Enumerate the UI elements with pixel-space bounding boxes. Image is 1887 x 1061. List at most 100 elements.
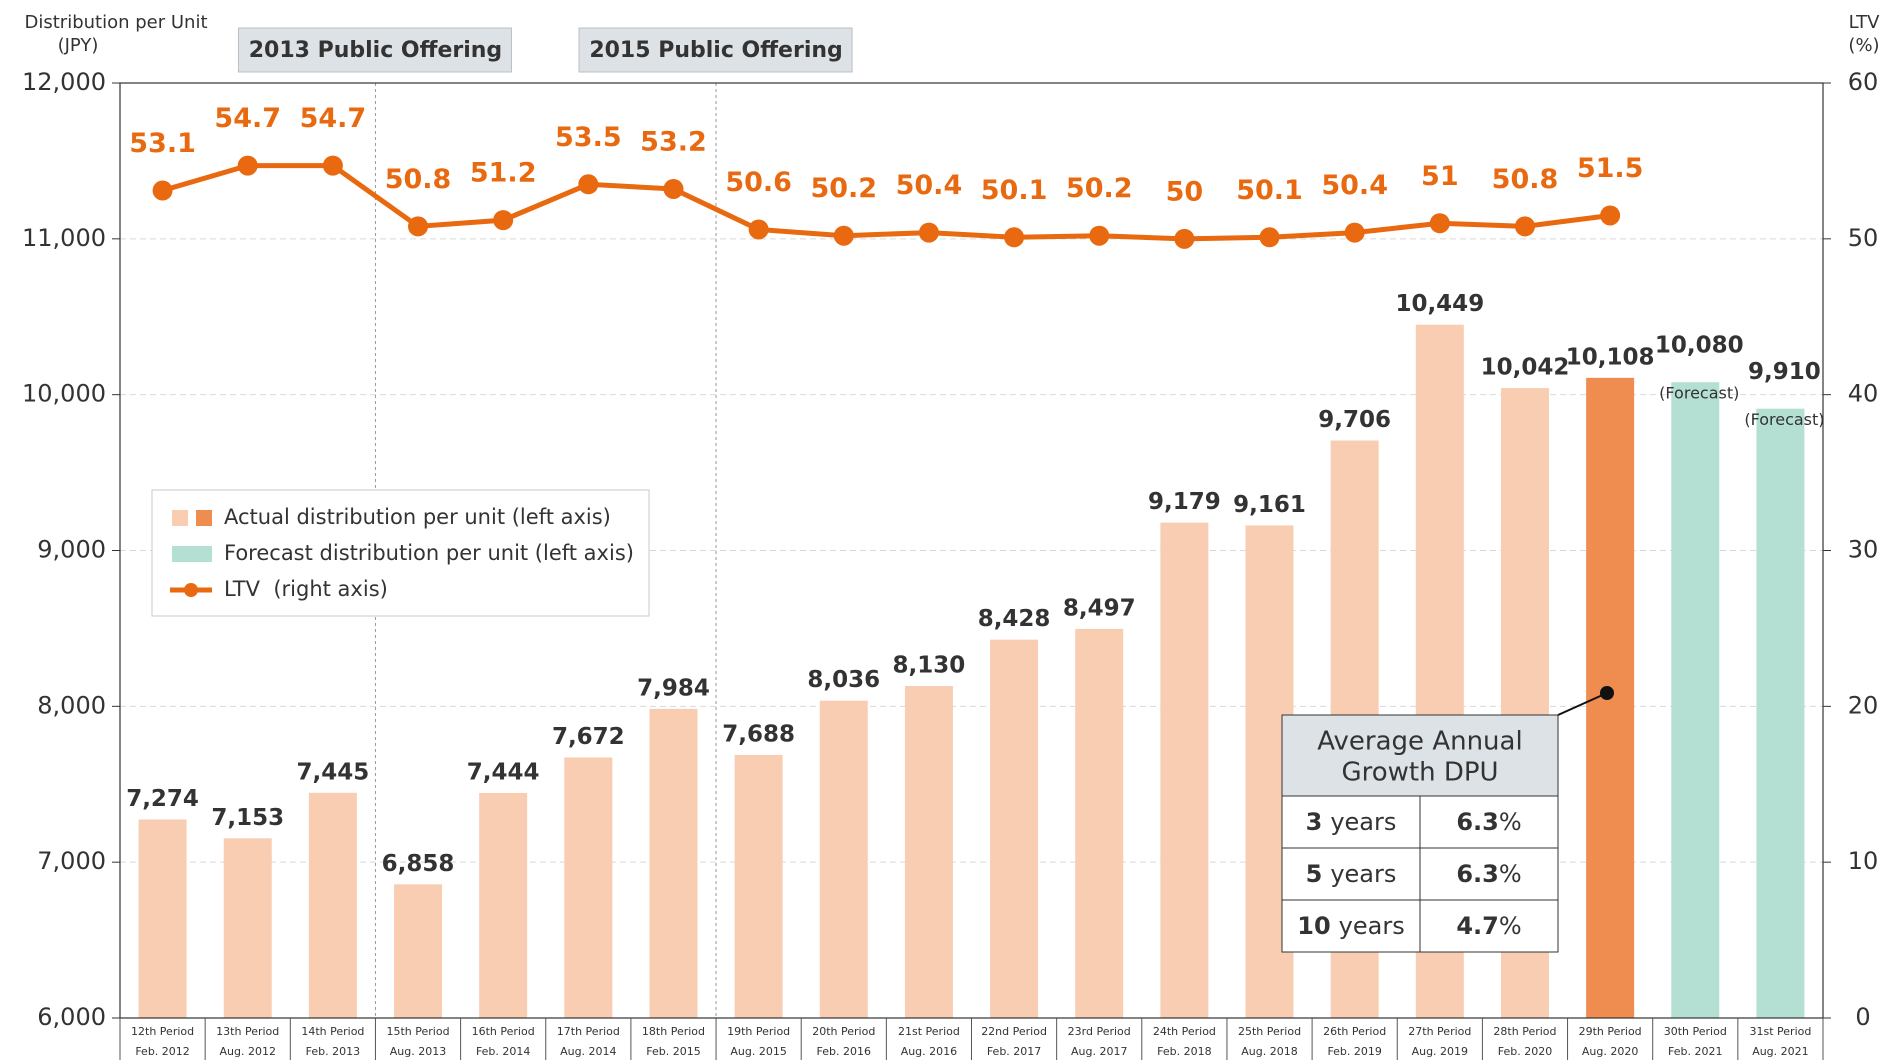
ltv-marker (1089, 225, 1110, 246)
x-tick-label: 20th Period (812, 1025, 875, 1038)
ltv-value-label: 50.4 (896, 170, 963, 201)
table-rate: 4.7% (1456, 912, 1521, 940)
bar-value-label: 7,984 (637, 675, 710, 701)
ltv-marker (1174, 228, 1195, 249)
bar (564, 757, 613, 1018)
ltv-marker (833, 225, 854, 246)
ltv-value-label: 51 (1421, 161, 1459, 192)
event-label: 2015 Public Offering (589, 38, 842, 63)
table-years: 10 years (1297, 912, 1404, 940)
x-tick-label: 16th Period (472, 1025, 535, 1038)
bar-value-label: 7,688 (722, 721, 795, 747)
bar-value-label: 8,428 (978, 606, 1051, 632)
ltv-line (161, 163, 1611, 242)
x-tick-label: 26th Period (1323, 1025, 1386, 1038)
bar-value-label: 7,274 (126, 786, 199, 812)
ltv-marker (1600, 205, 1621, 226)
ltv-value-label: 53.5 (555, 122, 622, 153)
rate-number: 4.7 (1456, 912, 1499, 940)
ltv-value-label: 53.2 (640, 126, 707, 157)
bar-value-label: 8,036 (807, 667, 880, 693)
x-tick-label: 15th Period (386, 1025, 449, 1038)
years-number: 5 (1306, 860, 1323, 888)
x-tick-label: Feb. 2015 (646, 1045, 700, 1058)
x-tick-label: Feb. 2012 (135, 1045, 189, 1058)
bar-value-label: 10,108 (1566, 344, 1655, 370)
y-axis-title: (JPY) (58, 35, 99, 56)
table-rate: 6.3% (1456, 808, 1521, 836)
bar (1160, 522, 1209, 1018)
y2-axis-title: LTV (1849, 12, 1881, 33)
ltv-marker (1259, 227, 1280, 248)
x-tick-label: 28th Period (1493, 1025, 1556, 1038)
ltv-value-label: 50.1 (1236, 175, 1303, 206)
x-tick-label: 21st Period (898, 1025, 960, 1038)
y-tick-label: 7,000 (37, 847, 106, 875)
bar (1671, 382, 1720, 1018)
x-tick-label: Aug. 2017 (1071, 1045, 1127, 1058)
legend-label: Actual distribution per unit (left axis) (224, 505, 611, 529)
x-tick-label: Feb. 2021 (1668, 1045, 1722, 1058)
y2-tick-label: 50 (1848, 224, 1879, 252)
x-tick-label: Aug. 2013 (390, 1045, 446, 1058)
x-tick-label: 29th Period (1579, 1025, 1642, 1038)
x-tick-label: 18th Period (642, 1025, 705, 1038)
x-tick-label: Feb. 2019 (1327, 1045, 1381, 1058)
ltv-marker (152, 180, 173, 201)
y-tick-label: 6,000 (37, 1003, 106, 1031)
bar (1075, 628, 1124, 1018)
ltv-marker (663, 178, 684, 199)
event-box (237, 27, 512, 73)
ltv-value-label: 50 (1166, 176, 1204, 207)
x-tick-label: 13th Period (216, 1025, 279, 1038)
bar-value-label: 7,444 (467, 759, 540, 785)
bar-value-label: 7,445 (296, 759, 369, 785)
ltv-value-label: 50.2 (1066, 173, 1133, 204)
y-axis-title: Distribution per Unit (25, 12, 208, 33)
bar (990, 639, 1039, 1018)
rate-number: 6.3 (1456, 860, 1499, 888)
x-tick-label: 30th Period (1664, 1025, 1727, 1038)
ltv-value-label: 50.8 (385, 164, 452, 195)
ltv-marker (1004, 227, 1025, 248)
ltv-value-label: 50.6 (725, 167, 792, 198)
forecast-note: (Forecast) (1744, 410, 1824, 429)
x-tick-label: Aug. 2012 (219, 1045, 275, 1058)
ltv-marker (1429, 213, 1450, 234)
bar (479, 792, 528, 1018)
ltv-marker (408, 216, 429, 237)
bar-value-label: 10,080 (1655, 333, 1744, 359)
ltv-value-label: 50.1 (981, 175, 1048, 206)
ltv-value-label: 51.5 (1577, 153, 1644, 184)
x-tick-label: Feb. 2017 (987, 1045, 1041, 1058)
bar-value-label: 9,910 (1748, 359, 1821, 385)
x-tick-label: 19th Period (727, 1025, 790, 1038)
bar (138, 819, 187, 1018)
ltv-marker (578, 174, 599, 195)
rate-number: 6.3 (1456, 808, 1499, 836)
ltv-value-label: 54.7 (300, 103, 367, 134)
ltv-value-label: 50.8 (1492, 164, 1559, 195)
table-title: Average Annual (1317, 727, 1522, 757)
ltv-marker (493, 210, 514, 231)
ltv-marker (322, 155, 343, 176)
x-tick-label: 27th Period (1408, 1025, 1471, 1038)
bar-value-label: 9,161 (1233, 492, 1306, 518)
x-tick-label: Feb. 2016 (817, 1045, 871, 1058)
forecast-note: (Forecast) (1659, 384, 1739, 403)
ltv-value-label: 50.2 (810, 173, 877, 204)
event-box (578, 27, 853, 73)
x-tick-label: Aug. 2016 (901, 1045, 957, 1058)
x-tick-label: Aug. 2020 (1582, 1045, 1638, 1058)
ltv-marker (1344, 222, 1365, 243)
ltv-value-label: 54.7 (214, 103, 281, 134)
bar (223, 838, 272, 1018)
bar (649, 708, 698, 1018)
table-years: 3 years (1306, 808, 1397, 836)
bar (819, 700, 868, 1018)
bar-value-label: 7,672 (552, 724, 625, 750)
pointer-dot (1600, 686, 1614, 700)
legend-swatch (196, 510, 212, 526)
y2-tick-label: 20 (1848, 691, 1879, 719)
